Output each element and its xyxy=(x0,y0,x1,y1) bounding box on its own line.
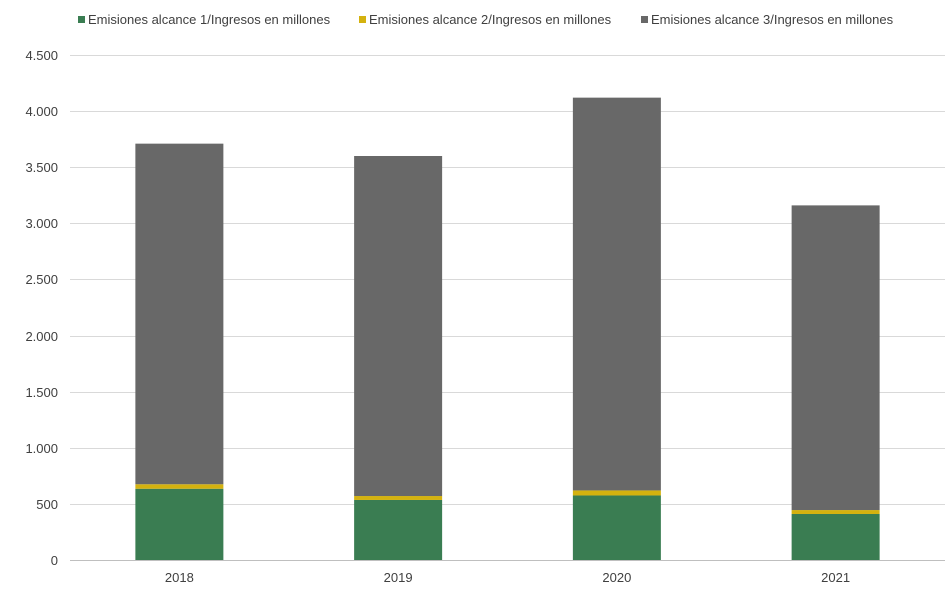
bar-segment-2020-series-1 xyxy=(572,495,661,560)
bar-segment-2018-series-3 xyxy=(135,143,224,485)
y-tick-label: 0 xyxy=(51,553,58,568)
bar-segment-2021-series-2 xyxy=(791,510,880,514)
y-tick-label: 3.000 xyxy=(25,216,58,231)
legend: Emisiones alcance 1/Ingresos en millones… xyxy=(78,12,894,27)
x-axis-tick-labels: 2018 2019 2020 2021 xyxy=(165,570,850,585)
bars xyxy=(135,97,880,560)
y-tick-label: 4.500 xyxy=(25,48,58,63)
bar-segment-2019-series-2 xyxy=(354,496,443,500)
y-axis-tick-labels: 0 500 1.000 1.500 2.000 2.500 3.000 3.500 4.000 4… xyxy=(25,48,58,568)
y-tick-label: 4.000 xyxy=(25,104,58,119)
bar-segment-2018-series-1 xyxy=(135,488,224,560)
y-tick-label: 500 xyxy=(36,497,58,512)
y-tick-label: 2.000 xyxy=(25,329,58,344)
x-tick-label: 2018 xyxy=(165,570,194,585)
legend-swatch xyxy=(359,16,366,23)
legend-label: Emisiones alcance 1/Ingresos en millones xyxy=(88,12,331,27)
y-tick-label: 2.500 xyxy=(25,272,58,287)
bar-segment-2020-series-3 xyxy=(572,97,661,491)
bar-segment-2019-series-3 xyxy=(354,156,443,497)
bar-segment-2021-series-1 xyxy=(791,513,880,560)
x-tick-label: 2020 xyxy=(602,570,631,585)
legend-swatch xyxy=(641,16,648,23)
y-tick-label: 1.500 xyxy=(25,385,58,400)
bar-segment-2020-series-2 xyxy=(572,490,661,496)
x-tick-label: 2019 xyxy=(384,570,413,585)
x-tick-label: 2021 xyxy=(821,570,850,585)
y-tick-label: 3.500 xyxy=(25,160,58,175)
legend-swatch xyxy=(78,16,85,23)
y-tick-label: 1.000 xyxy=(25,441,58,456)
legend-label: Emisiones alcance 3/Ingresos en millones xyxy=(651,12,894,27)
bar-segment-2018-series-2 xyxy=(135,484,224,489)
legend-label: Emisiones alcance 2/Ingresos en millones xyxy=(369,12,612,27)
bar-segment-2021-series-3 xyxy=(791,205,880,511)
bar-segment-2019-series-1 xyxy=(354,499,443,560)
